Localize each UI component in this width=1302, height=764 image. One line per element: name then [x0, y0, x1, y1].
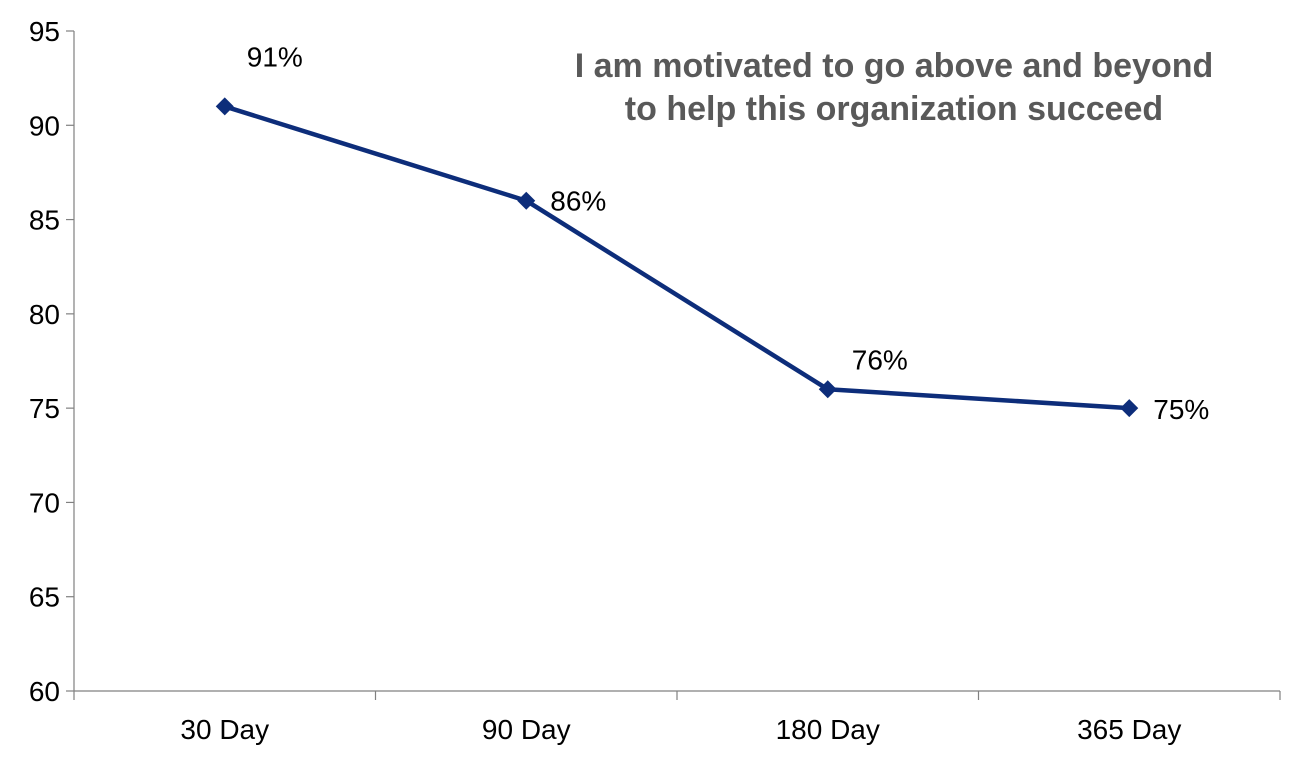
- data-point-marker: [215, 97, 234, 116]
- chart-title-line-1: I am motivated to go above and beyond: [575, 47, 1214, 85]
- chart-title-line-2: to help this organization succeed: [625, 90, 1163, 128]
- y-tick-label: 90: [29, 110, 60, 141]
- data-point-marker: [517, 191, 536, 210]
- data-point-marker: [818, 380, 837, 399]
- x-tick-label: 365 Day: [1077, 714, 1181, 745]
- data-label: 75%: [1153, 394, 1209, 425]
- y-tick-label: 80: [29, 299, 60, 330]
- series-group: [215, 97, 1139, 418]
- x-axis-ticks: 30 Day 90 Day 180 Day 365 Day: [73, 691, 1281, 745]
- data-label: 76%: [852, 344, 908, 375]
- series-line: [224, 104, 1130, 411]
- axes: [73, 31, 1280, 692]
- y-tick-label: 85: [29, 205, 60, 236]
- y-tick-label: 60: [29, 676, 60, 707]
- x-tick-label: 90 Day: [482, 714, 571, 745]
- y-tick-label: 70: [29, 487, 60, 518]
- y-tick-label: 75: [29, 393, 60, 424]
- y-tick-label: 95: [29, 16, 60, 47]
- y-tick-label: 65: [29, 582, 60, 613]
- data-label: 91%: [247, 41, 303, 72]
- x-tick-label: 30 Day: [180, 714, 269, 745]
- data-labels: 91% 86% 76% 75%: [247, 41, 1210, 425]
- data-label: 86%: [550, 186, 606, 217]
- y-axis-ticks: 60 65 70 75 80 85 90 95: [29, 16, 74, 707]
- data-point-marker: [1120, 399, 1139, 418]
- x-tick-label: 180 Day: [776, 714, 880, 745]
